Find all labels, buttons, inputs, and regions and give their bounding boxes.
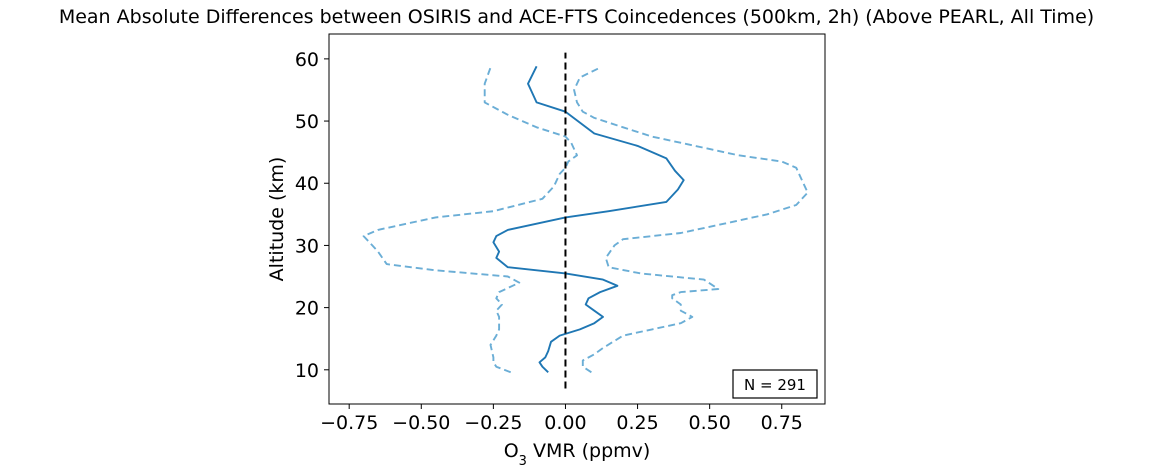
y-axis: 10 20 30 40 50 60	[295, 49, 329, 382]
x-tick-label: 0.25	[616, 412, 658, 434]
x-axis-label: O3 VMR (ppmv)	[504, 440, 651, 469]
upper-bound-line	[573, 66, 809, 374]
x-tick-label: −0.25	[464, 412, 522, 434]
mean-difference-line	[492, 65, 685, 373]
y-tick-label: 30	[295, 235, 319, 257]
x-axis: −0.75 −0.50 −0.25 0.00 0.25 0.50 0.75	[320, 404, 803, 434]
x-tick-label: 0.75	[761, 412, 803, 434]
x-tick-label: 0.00	[544, 412, 586, 434]
y-tick-label: 20	[295, 298, 319, 320]
y-tick-label: 60	[295, 49, 319, 71]
y-axis-label: Altitude (km)	[266, 157, 288, 282]
y-tick-label: 40	[295, 173, 319, 195]
y-tick-label: 10	[295, 360, 319, 382]
sample-count-box	[732, 369, 818, 399]
sample-count-annotation: N = 291	[732, 369, 818, 399]
x-axis-label-rest: VMR (ppmv)	[527, 440, 650, 462]
plot-area	[362, 52, 809, 389]
chart-title: Mean Absolute Differences between OSIRIS…	[58, 6, 1095, 28]
x-tick-label: −0.75	[320, 412, 378, 434]
x-tick-label: −0.50	[392, 412, 450, 434]
x-axis-label-subscript: 3	[519, 454, 527, 469]
plot-frame	[328, 33, 826, 405]
x-axis-label-main: O	[504, 440, 519, 462]
sample-count-text: N = 291	[744, 376, 806, 394]
x-tick-label: 0.50	[688, 412, 730, 434]
lower-bound-line	[362, 67, 578, 374]
y-tick-label: 50	[295, 111, 319, 133]
